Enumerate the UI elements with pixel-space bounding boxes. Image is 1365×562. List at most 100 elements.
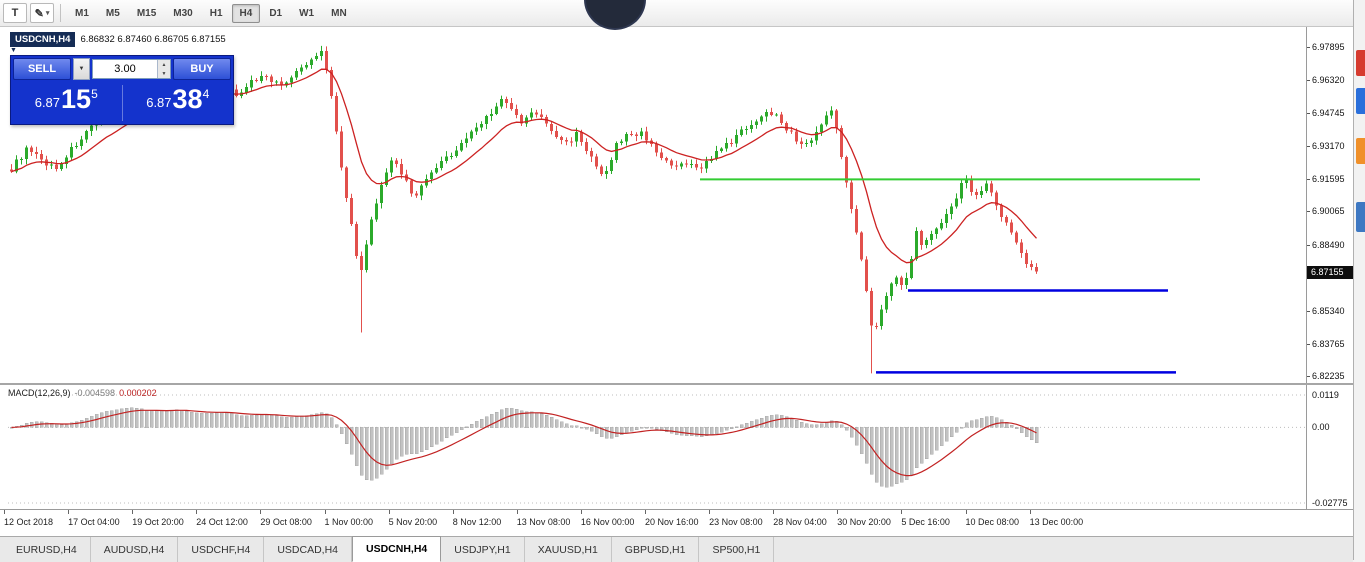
- time-axis-label: 5 Nov 20:00: [388, 517, 438, 527]
- timeframe-button-m5[interactable]: M5: [105, 7, 120, 19]
- timeframe-button-mn[interactable]: MN: [331, 7, 347, 19]
- chart-tab-sp500[interactable]: SP500,H1: [699, 537, 775, 562]
- price-axis-tick: [1307, 80, 1310, 82]
- time-axis-tick: [260, 510, 262, 514]
- timeframe-group: M1 M5 M15 M30 H1 H4 D1 W1 MN: [67, 3, 355, 23]
- timeframe-button-d1[interactable]: D1: [269, 7, 283, 19]
- price-axis-label: 6.88490: [1312, 239, 1345, 250]
- spin-up-icon[interactable]: ▲: [158, 60, 170, 69]
- time-axis-label: 13 Nov 08:00: [516, 517, 571, 527]
- chevron-down-icon: ▾: [45, 10, 50, 17]
- macd-indicator-label: MACD(12,26,9) -0.004598 0.000202: [8, 388, 157, 398]
- price-chart-panel[interactable]: USDCNH,H4 6.86832 6.87460 6.86705 6.8715…: [0, 27, 1353, 383]
- one-click-trading-widget: SELL ▼ 3.00 ▲ ▼ BUY 6.87 15 5: [10, 55, 234, 125]
- chart-tab-xauusd[interactable]: XAUUSD,H1: [525, 537, 612, 562]
- time-axis-label: 16 Nov 00:00: [580, 517, 635, 527]
- price-axis-tick: [1307, 179, 1310, 181]
- price-divider: [121, 85, 123, 121]
- price-axis-tick: [1307, 47, 1310, 48]
- timeframe-button-m30[interactable]: M30: [173, 7, 193, 19]
- chart-title-row: USDCNH,H4 6.86832 6.87460 6.86705 6.8715…: [10, 32, 226, 47]
- chart-tab-audusd[interactable]: AUDUSD,H4: [91, 537, 179, 562]
- macd-chart[interactable]: [0, 385, 1306, 509]
- template-tool-icon[interactable]: T: [3, 3, 27, 23]
- time-axis-tick: [837, 510, 839, 514]
- macd-axis[interactable]: 0.0119 0.00 -0.02775: [1306, 385, 1353, 509]
- timeframe-button-h4[interactable]: H4: [231, 3, 261, 23]
- time-axis-label: 13 Dec 00:00: [1029, 517, 1084, 527]
- symbol-label: USDCNH,H4: [10, 32, 76, 47]
- time-axis-tick: [965, 510, 967, 514]
- time-axis-label: 28 Nov 04:00: [773, 517, 827, 527]
- time-axis-label: 1 Nov 00:00: [324, 517, 374, 527]
- price-axis-tick: [1307, 343, 1310, 345]
- price-axis-tick: [1307, 113, 1310, 115]
- macd-axis-label: 0.00: [1312, 422, 1330, 433]
- time-axis-label: 8 Nov 12:00: [452, 517, 502, 527]
- time-axis[interactable]: 12 Oct 2018 17 Oct 04:00 19 Oct 20:00 24 Oc…: [0, 510, 1353, 536]
- volume-field[interactable]: 3.00 ▲ ▼: [92, 59, 171, 79]
- time-axis-tick: [901, 510, 903, 514]
- price-axis-label: 6.85340: [1312, 305, 1345, 316]
- price-axis-tick: [1307, 211, 1310, 213]
- draw-tools-icon[interactable]: ✎ ▾: [30, 3, 54, 23]
- macd-axis-label: -0.02775: [1312, 498, 1348, 508]
- chart-tab-usdchf[interactable]: USDCHF,H4: [178, 537, 265, 562]
- timeframe-button-m15[interactable]: M15: [136, 7, 157, 19]
- price-axis-tick: [1307, 146, 1310, 148]
- timeframe-button-w1[interactable]: W1: [299, 7, 315, 19]
- chart-tab-usdcad[interactable]: USDCAD,H4: [264, 537, 352, 562]
- top-toolbar: T ✎ ▾ M1 M5 M15 M30 H1 H4 D1 W1 MN: [0, 0, 1353, 27]
- sell-price-pips: 15: [61, 84, 92, 114]
- one-click-collapse-icon[interactable]: ▼: [10, 47, 17, 54]
- time-axis-label: 29 Oct 08:00: [260, 517, 312, 527]
- price-axis-label: 6.93170: [1312, 141, 1345, 152]
- desktop-icon-orange[interactable]: [1356, 138, 1365, 164]
- time-axis-label: 12 Oct 2018: [4, 517, 54, 527]
- price-axis-label: 6.82235: [1312, 370, 1345, 381]
- timeframe-button-m1[interactable]: M1: [75, 7, 89, 19]
- time-axis-tick: [452, 510, 454, 514]
- volume-spinner[interactable]: ▲ ▼: [157, 60, 170, 78]
- sell-price-figure: 6.87: [34, 95, 61, 110]
- time-axis-tick: [580, 510, 582, 514]
- time-axis-label: 5 Dec 16:00: [901, 517, 950, 527]
- buy-price[interactable]: 6.87 38 4: [123, 82, 234, 124]
- buy-price-point: 4: [202, 87, 210, 101]
- buy-button[interactable]: BUY: [173, 58, 231, 80]
- time-axis-tick: [709, 510, 711, 514]
- time-axis-tick: [645, 510, 646, 514]
- time-axis-label: 23 Nov 08:00: [709, 517, 763, 527]
- time-axis-tick: [196, 510, 198, 514]
- toolbar-separator: [60, 4, 61, 22]
- volume-value[interactable]: 3.00: [114, 63, 136, 75]
- time-axis-tick: [773, 510, 775, 514]
- timeframe-button-h1[interactable]: H1: [209, 7, 223, 19]
- time-axis-label: 10 Dec 08:00: [965, 517, 1020, 527]
- volume-dropdown-icon[interactable]: ▼: [73, 58, 90, 80]
- spin-down-icon[interactable]: ▼: [158, 69, 170, 78]
- desktop-icon-steel[interactable]: [1356, 202, 1365, 232]
- time-axis-label: 20 Nov 16:00: [645, 517, 699, 527]
- chart-tab-usdcnh[interactable]: USDCNH,H4: [352, 536, 442, 562]
- time-axis-label: 19 Oct 20:00: [132, 517, 184, 527]
- macd-axis-label: 0.0119: [1312, 390, 1339, 400]
- chart-tab-usdjpy[interactable]: USDJPY,H1: [441, 537, 525, 562]
- macd-panel[interactable]: MACD(12,26,9) -0.004598 0.000202 0.0119 0.0…: [0, 383, 1353, 510]
- price-axis-label: 6.90065: [1312, 206, 1345, 217]
- macd-value: -0.004598: [74, 388, 116, 398]
- desktop-icon-blue[interactable]: [1356, 88, 1365, 114]
- chart-tab-gbpusd[interactable]: GBPUSD,H1: [612, 537, 700, 562]
- pencil-icon: ✎: [34, 7, 44, 20]
- time-axis-label: 24 Oct 12:00: [196, 517, 248, 527]
- time-axis-tick: [516, 510, 518, 514]
- sell-price[interactable]: 6.87 15 5: [11, 82, 122, 124]
- desktop-icon-red[interactable]: [1356, 50, 1365, 76]
- sell-button[interactable]: SELL: [13, 58, 71, 80]
- price-axis-label: 6.96320: [1312, 75, 1345, 86]
- price-axis-label: 6.94745: [1312, 108, 1345, 119]
- chart-tab-eurusd[interactable]: EURUSD,H4: [3, 537, 91, 562]
- price-axis-label: 6.91595: [1312, 174, 1345, 185]
- price-axis[interactable]: 6.87155 6.97895 6.96320 6.94745 6.93170 6.91…: [1306, 27, 1353, 383]
